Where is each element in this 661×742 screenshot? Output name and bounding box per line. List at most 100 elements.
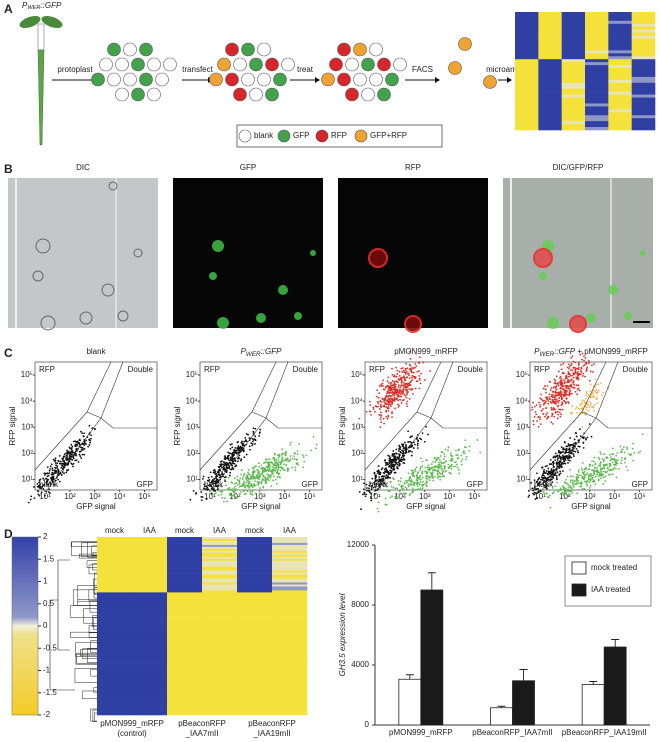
event — [247, 471, 249, 474]
protoplast — [225, 72, 239, 87]
heatmap-cell — [97, 631, 133, 635]
heatmap-cell — [132, 649, 168, 653]
event — [251, 474, 254, 476]
event — [228, 486, 231, 489]
event — [583, 355, 585, 358]
legend-label: GFP — [293, 131, 309, 140]
event — [219, 469, 222, 472]
event — [576, 393, 579, 396]
y-tick-label: 10⁴ — [186, 396, 199, 405]
event — [559, 408, 562, 411]
event — [556, 461, 559, 464]
event — [435, 465, 438, 468]
event — [295, 462, 298, 465]
event — [626, 448, 628, 451]
event — [603, 464, 606, 467]
event — [425, 474, 428, 477]
event — [415, 474, 418, 477]
heatmap-cell — [237, 608, 273, 611]
event — [395, 375, 398, 378]
event — [252, 477, 255, 480]
event — [583, 480, 586, 483]
event — [392, 375, 395, 378]
heatmap-cell — [272, 537, 308, 540]
event — [585, 363, 588, 365]
event — [289, 455, 292, 457]
event — [618, 468, 620, 471]
heatmap-cell — [272, 681, 308, 684]
event — [576, 372, 578, 375]
heatmap-cell — [561, 103, 586, 107]
event — [394, 387, 396, 390]
event — [27, 501, 30, 504]
dendrogram — [69, 605, 97, 618]
event — [562, 394, 565, 396]
heatmap-cell — [272, 667, 308, 670]
protoplast — [139, 42, 153, 57]
heatmap-cell — [272, 626, 308, 629]
event — [296, 450, 299, 452]
event — [210, 492, 213, 495]
event — [276, 469, 279, 472]
event — [585, 394, 588, 397]
rfp-cell — [533, 248, 553, 268]
event — [390, 466, 392, 469]
event — [384, 386, 387, 389]
event — [537, 490, 540, 493]
event — [606, 456, 609, 459]
heatmap-cell — [237, 594, 273, 597]
heatmap-cell — [97, 566, 133, 569]
event — [385, 485, 388, 488]
heatmap-cell — [538, 29, 562, 33]
heatmap-cell — [272, 691, 308, 694]
heatmap-cell — [272, 556, 308, 560]
heatmap-cell — [538, 118, 562, 122]
event — [232, 449, 235, 452]
event — [409, 441, 412, 443]
event — [562, 388, 565, 391]
heatmap-cell — [272, 612, 308, 615]
event — [573, 387, 575, 389]
event — [571, 411, 574, 414]
heatmap-cell — [97, 556, 133, 560]
event — [259, 428, 262, 431]
event — [569, 468, 572, 471]
event — [261, 470, 264, 473]
event — [244, 437, 247, 439]
heatmap-cell — [202, 711, 238, 714]
protoplast — [321, 72, 335, 87]
event — [246, 490, 249, 493]
dendrogram — [90, 668, 97, 677]
event — [388, 382, 390, 384]
event — [384, 470, 387, 473]
event — [56, 465, 59, 468]
heatmap-cell — [631, 121, 656, 125]
heatmap-cell — [515, 20, 539, 25]
event — [69, 451, 71, 454]
event — [279, 476, 281, 479]
event — [572, 367, 575, 369]
heatmap-cell — [631, 68, 656, 72]
event — [540, 393, 543, 396]
heatmap-cell — [585, 50, 609, 54]
event — [233, 494, 236, 496]
event — [597, 470, 599, 473]
event — [563, 462, 565, 465]
heatmap-cell — [202, 582, 238, 585]
protoplast — [147, 87, 161, 102]
event — [551, 413, 554, 416]
heatmap-cell — [167, 701, 203, 704]
heatmap-cell — [202, 707, 238, 710]
event — [596, 466, 598, 469]
event — [402, 492, 405, 495]
heatmap-cell — [608, 118, 632, 122]
bar — [398, 678, 422, 726]
heatmap-cell — [538, 127, 562, 131]
heatmap-cell — [272, 598, 308, 601]
heatmap-cell — [272, 635, 308, 639]
event — [398, 384, 400, 387]
heatmap-cell — [167, 544, 203, 548]
heatmap-cell — [132, 683, 168, 686]
event — [389, 389, 392, 392]
protoplast — [233, 87, 247, 102]
